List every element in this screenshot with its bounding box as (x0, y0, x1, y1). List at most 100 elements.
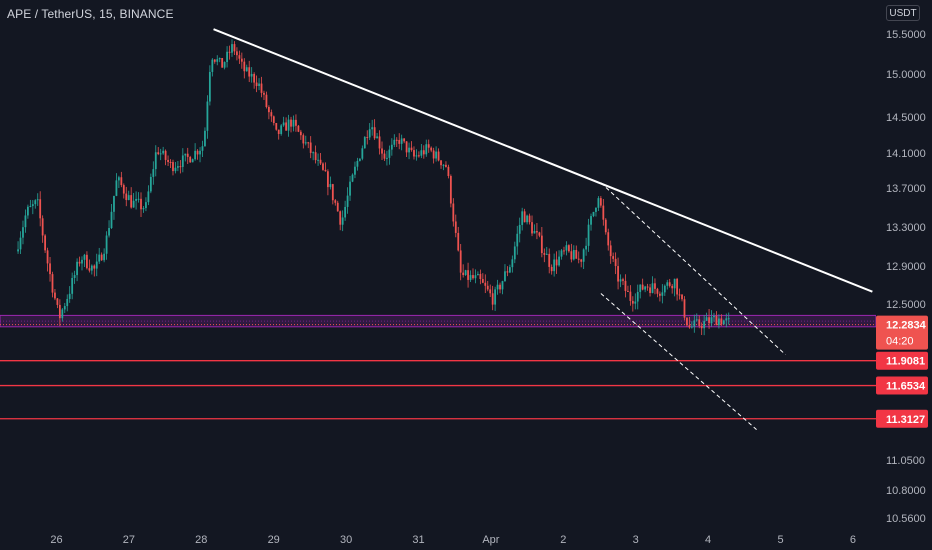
candle-body-88 (233, 44, 236, 52)
candle-body-85 (226, 51, 228, 63)
time-tick-label: 28 (195, 534, 207, 546)
candle-body-116 (302, 135, 305, 144)
candle-body-65 (177, 166, 179, 168)
candle-body-262 (661, 292, 664, 296)
candle-body-225 (570, 251, 573, 260)
candle-body-175 (447, 166, 450, 177)
candle-body-183 (467, 270, 469, 280)
candle-body-230 (582, 249, 585, 262)
candle-body-265 (668, 282, 671, 286)
candle-body-162 (415, 155, 418, 157)
price-tick-label: 14.5000 (886, 112, 926, 124)
candle-body-16 (56, 298, 59, 305)
candle-body-12 (46, 250, 49, 264)
candle-body-98 (258, 83, 260, 86)
candle-body-95 (250, 73, 253, 77)
candle-body-282 (710, 317, 713, 324)
candle-body-187 (477, 273, 479, 276)
candle-body-181 (462, 272, 465, 276)
candle-body-0 (17, 249, 19, 252)
candle-body-37 (108, 228, 110, 236)
candle-body-53 (147, 191, 150, 203)
candle-body-93 (245, 67, 248, 72)
candle-body-254 (641, 284, 644, 290)
candle-body-194 (494, 289, 497, 305)
candle-body-44 (125, 193, 128, 201)
candle-body-6 (31, 204, 34, 207)
candle-body-28 (86, 254, 88, 269)
candle-body-245 (619, 279, 622, 282)
candle-body-31 (93, 265, 96, 269)
currency-selector[interactable]: USDT (886, 5, 920, 21)
candle-body-104 (272, 116, 275, 123)
candle-body-118 (307, 142, 310, 144)
candle-body-17 (58, 304, 61, 319)
candle-body-280 (705, 317, 708, 321)
candle-body-91 (240, 58, 243, 62)
candle-body-3 (24, 215, 27, 228)
candle-body-218 (553, 259, 556, 272)
candle-body-86 (228, 51, 231, 53)
candle-body-281 (708, 317, 710, 324)
candle-body-156 (400, 138, 403, 144)
candle-body-69 (186, 153, 189, 157)
candle-body-110 (287, 119, 290, 131)
time-tick-label: 3 (633, 534, 639, 546)
candle-body-163 (417, 155, 420, 157)
candle-body-242 (612, 256, 615, 259)
candle-body-238 (602, 205, 605, 220)
candle-body-192 (489, 289, 492, 294)
candle-body-277 (698, 319, 701, 326)
candle-body-13 (49, 263, 51, 275)
candle-body-210 (533, 230, 536, 234)
candle-body-48 (135, 198, 137, 201)
candle-body-244 (617, 266, 619, 282)
candle-body-167 (427, 144, 430, 148)
candle-body-149 (383, 153, 386, 159)
candle-body-258 (651, 283, 654, 293)
candle-body-266 (671, 285, 674, 289)
candle-body-58 (159, 153, 162, 155)
candle-body-81 (216, 59, 219, 62)
candle-body-228 (577, 258, 580, 260)
candle-body-38 (110, 211, 113, 229)
candle-body-235 (595, 207, 597, 212)
candle-body-141 (363, 137, 366, 149)
candle-body-190 (484, 282, 487, 286)
candle-body-256 (646, 286, 649, 288)
countdown-label: 04:20 (886, 336, 914, 348)
candle-body-169 (432, 150, 435, 159)
candle-body-119 (309, 142, 312, 153)
candle-body-22 (71, 278, 74, 294)
candle-body-20 (66, 298, 69, 307)
candle-body-108 (282, 122, 285, 126)
candle-body-120 (312, 152, 315, 154)
symbol-title[interactable]: APE / TetherUS, 15, BINANCE (7, 7, 174, 21)
candle-body-145 (373, 127, 376, 139)
candle-body-221 (560, 250, 563, 257)
time-tick-label: 5 (777, 534, 783, 546)
candle-body-146 (376, 136, 378, 139)
candle-body-129 (334, 200, 337, 203)
candle-body-90 (238, 55, 241, 59)
level-tag-label-1: 11.9081 (886, 356, 925, 368)
candle-body-79 (211, 59, 214, 72)
candle-body-106 (277, 129, 280, 134)
candle-body-10 (41, 218, 44, 236)
candle-body-152 (390, 144, 393, 150)
candle-body-62 (169, 161, 172, 163)
candle-body-234 (592, 211, 595, 217)
candle-body-82 (218, 58, 221, 60)
candle-body-19 (63, 306, 66, 310)
price-tick-label: 12.9000 (886, 261, 926, 273)
candle-body-136 (351, 174, 354, 182)
candle-body-161 (413, 150, 415, 157)
candle-body-214 (543, 253, 546, 255)
candle-body-248 (627, 290, 629, 292)
candle-body-278 (700, 325, 703, 329)
candle-body-60 (164, 150, 167, 160)
candle-body-100 (263, 92, 265, 95)
candle-body-1 (19, 237, 22, 250)
